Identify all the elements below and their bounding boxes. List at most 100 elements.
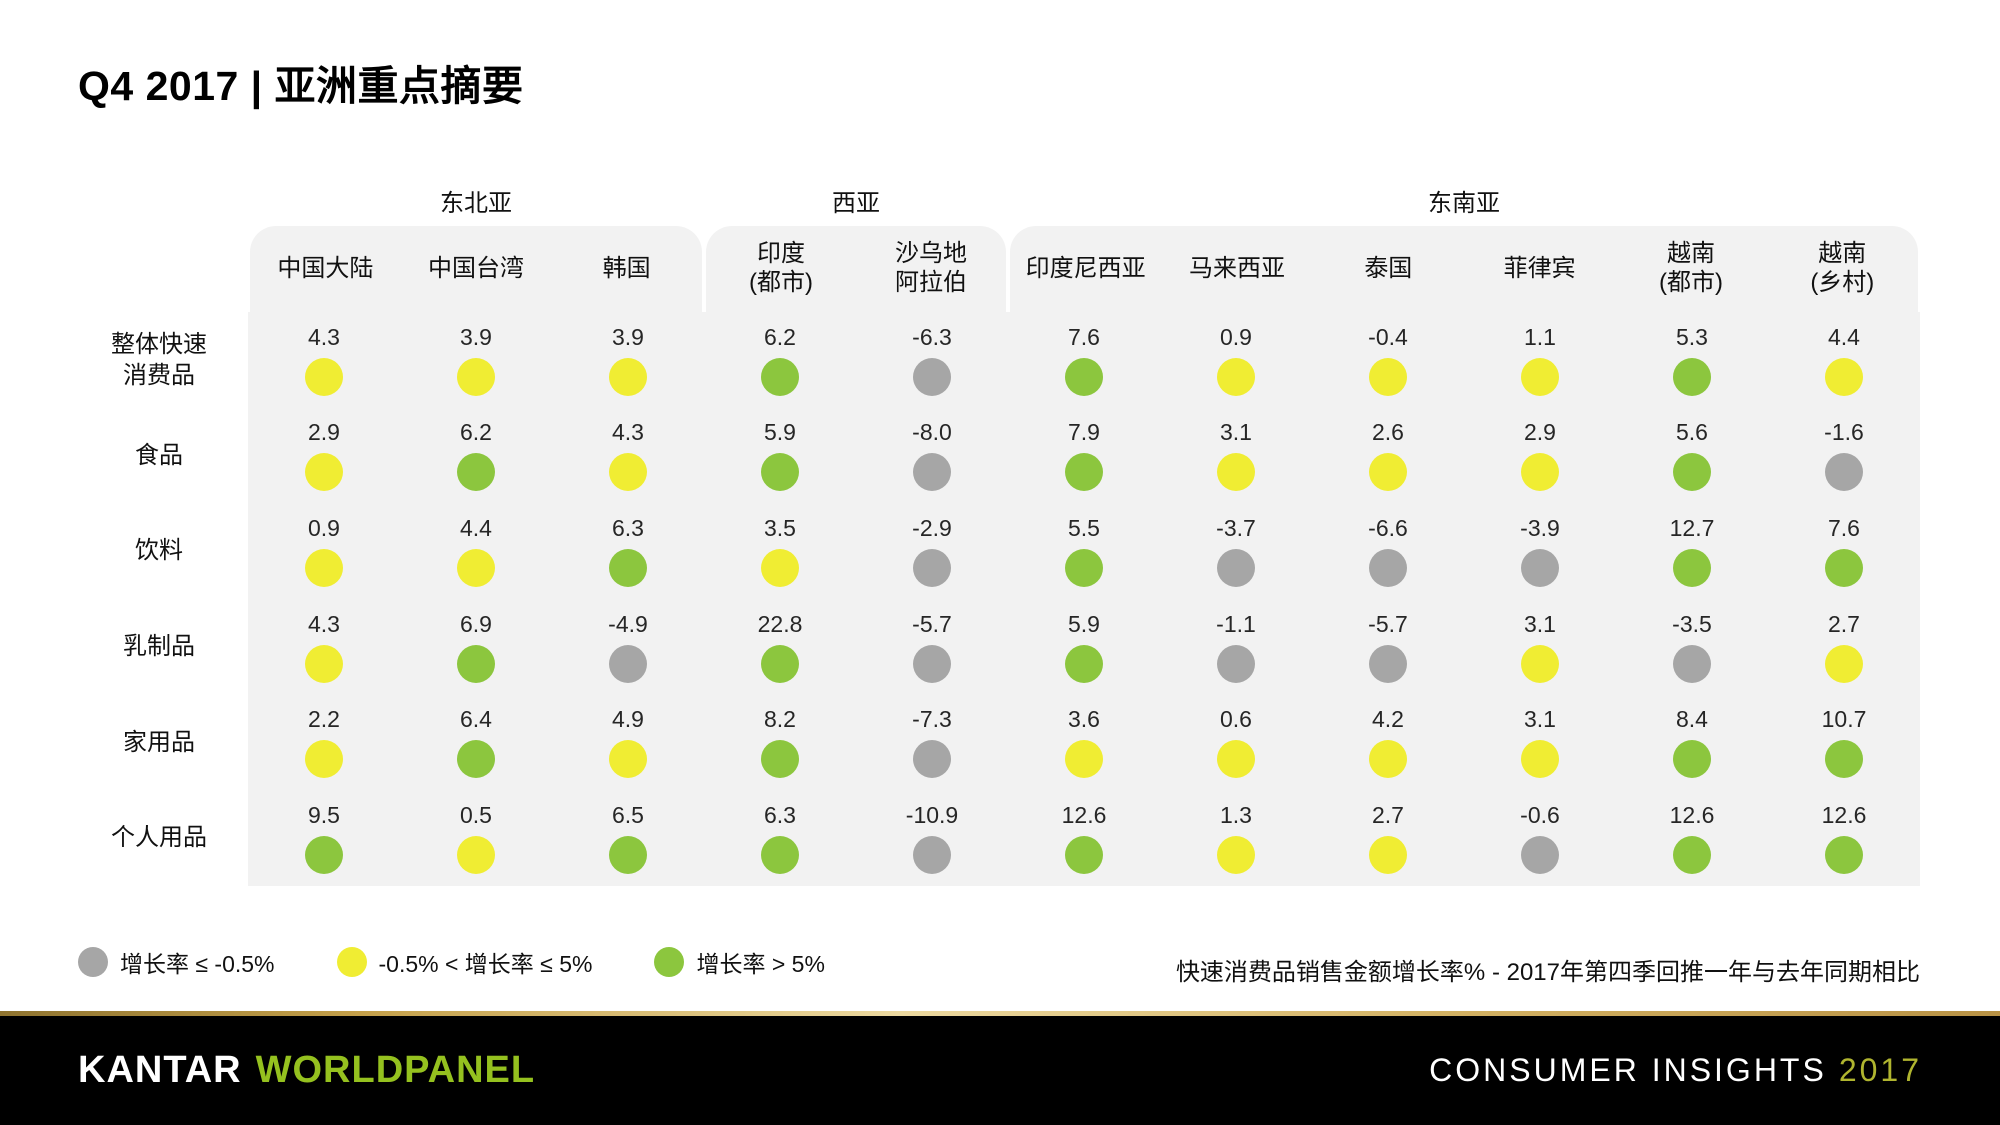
data-cell: 3.1 xyxy=(1464,694,1616,790)
header-band: 印度尼西亚 马来西亚 泰国 菲律宾 越南 (都市) 越南 (乡村) xyxy=(1010,226,1918,312)
data-cell: 6.2 xyxy=(704,312,856,408)
table-row: 饮料 0.9 4.4 6.3 3.5 -2.9 5.5 -3.7 -6.6 -3.9 12.7 7.6 xyxy=(80,503,1920,599)
growth-value: 4.3 xyxy=(308,610,340,637)
data-cell: -2.9 xyxy=(856,503,1008,599)
worldpanel-logo-text: WORLDPANEL xyxy=(255,1049,536,1091)
data-cell: 2.9 xyxy=(1464,408,1616,504)
growth-dot xyxy=(761,357,799,396)
legend-dot-icon xyxy=(654,947,685,977)
region-label: 东南亚 xyxy=(1428,190,1500,217)
header-band: 中国大陆 中国台湾 韩国 xyxy=(250,226,702,312)
growth-value: 10.7 xyxy=(1821,706,1867,733)
growth-dot xyxy=(305,453,343,492)
growth-value: 22.8 xyxy=(757,610,803,637)
gold-divider xyxy=(0,1011,2000,1016)
growth-dot xyxy=(305,548,343,587)
growth-dot xyxy=(457,740,495,779)
growth-value: 3.1 xyxy=(1524,706,1556,733)
column-header: 沙乌地 阿拉伯 xyxy=(895,240,967,296)
growth-value: 6.9 xyxy=(460,610,492,637)
data-cell: -6.3 xyxy=(856,312,1008,408)
growth-dot xyxy=(761,453,799,492)
growth-dot xyxy=(1825,548,1863,587)
growth-value: 4.4 xyxy=(1828,323,1860,350)
region-label: 西亚 xyxy=(832,190,880,217)
growth-value: 6.3 xyxy=(764,801,796,828)
growth-value: -1.6 xyxy=(1824,419,1864,446)
growth-dot xyxy=(913,835,951,874)
growth-dot xyxy=(1521,835,1559,874)
data-cell: -3.9 xyxy=(1464,503,1616,599)
data-cell: 3.9 xyxy=(400,312,552,408)
growth-value: 5.3 xyxy=(1676,323,1708,350)
growth-dot xyxy=(1825,357,1863,396)
growth-value: -3.5 xyxy=(1672,610,1712,637)
data-cell: 4.4 xyxy=(1768,312,1920,408)
data-cell: -1.1 xyxy=(1160,599,1312,695)
data-cell: -3.5 xyxy=(1616,599,1768,695)
row-label: 个人用品 xyxy=(111,824,207,852)
growth-dot xyxy=(1673,740,1711,779)
growth-value: 3.6 xyxy=(1068,706,1100,733)
growth-value: 4.3 xyxy=(308,323,340,350)
column-header: 中国大陆 xyxy=(277,254,374,282)
table-row: 整体快速 消费品 4.3 3.9 3.9 6.2 -6.3 7.6 0.9 -0.4 1.1 5.3… xyxy=(80,312,1920,408)
growth-dot xyxy=(1369,357,1407,396)
growth-dot xyxy=(1673,835,1711,874)
row-label: 食品 xyxy=(135,441,183,469)
growth-dot xyxy=(1825,644,1863,683)
growth-value: 6.4 xyxy=(460,706,492,733)
data-cell: 2.2 xyxy=(248,694,400,790)
growth-dot xyxy=(305,740,343,779)
growth-dot xyxy=(1369,740,1407,779)
header-area: 中国大陆 中国台湾 韩国 印度 (都市) 沙乌地 阿拉伯 印度尼西亚 马来西亚 泰国 菲律宾 越南… xyxy=(248,226,1920,312)
data-cell: 0.5 xyxy=(400,790,552,886)
growth-value: -10.9 xyxy=(905,801,959,828)
column-header: 印度 (都市) xyxy=(749,240,813,296)
row-label: 家用品 xyxy=(123,728,195,756)
legend-dot-icon xyxy=(336,947,367,977)
growth-value: 2.9 xyxy=(308,419,340,446)
growth-value: 6.2 xyxy=(764,323,796,350)
growth-value: 7.9 xyxy=(1068,419,1100,446)
data-cell: 5.9 xyxy=(704,408,856,504)
table-row: 个人用品 9.5 0.5 6.5 6.3 -10.9 12.6 1.3 2.7 -0.6 12.6 1… xyxy=(80,789,1920,886)
growth-value: 6.2 xyxy=(460,419,492,446)
growth-dot xyxy=(1369,453,1407,492)
growth-value: 12.6 xyxy=(1061,801,1107,828)
growth-dot xyxy=(1825,740,1863,779)
growth-value: 2.6 xyxy=(1372,419,1404,446)
growth-dot xyxy=(457,453,495,492)
growth-value: 2.7 xyxy=(1828,610,1860,637)
growth-dot xyxy=(1521,548,1559,587)
growth-value: 4.3 xyxy=(612,419,644,446)
growth-dot xyxy=(1673,548,1711,587)
growth-value: 3.1 xyxy=(1524,610,1556,637)
data-cell: 4.3 xyxy=(248,312,400,408)
growth-dot xyxy=(1673,453,1711,492)
growth-dot xyxy=(609,644,647,683)
column-header: 越南 (乡村) xyxy=(1810,240,1875,296)
growth-value: 3.9 xyxy=(460,323,492,350)
growth-dot xyxy=(1369,835,1407,874)
growth-dot xyxy=(1065,644,1103,683)
growth-dot xyxy=(913,548,951,587)
growth-dot xyxy=(1521,740,1559,779)
data-cell: 4.3 xyxy=(248,599,400,695)
data-cell: 3.1 xyxy=(1464,599,1616,695)
column-header: 中国台湾 xyxy=(428,254,524,282)
growth-value: -6.3 xyxy=(912,323,952,350)
growth-value: 12.6 xyxy=(1821,801,1867,828)
growth-value: -5.7 xyxy=(912,610,952,637)
data-cell: 7.6 xyxy=(1768,503,1920,599)
growth-dot xyxy=(609,740,647,779)
growth-dot xyxy=(609,357,647,396)
growth-value: 4.9 xyxy=(612,706,644,733)
growth-dot xyxy=(1065,740,1103,779)
growth-value: -4.9 xyxy=(608,610,648,637)
growth-value: 8.2 xyxy=(764,706,796,733)
growth-dot xyxy=(1521,453,1559,492)
data-cell: 0.9 xyxy=(1160,312,1312,408)
data-cell: -5.7 xyxy=(1312,599,1464,695)
growth-value: 0.9 xyxy=(1220,323,1252,350)
